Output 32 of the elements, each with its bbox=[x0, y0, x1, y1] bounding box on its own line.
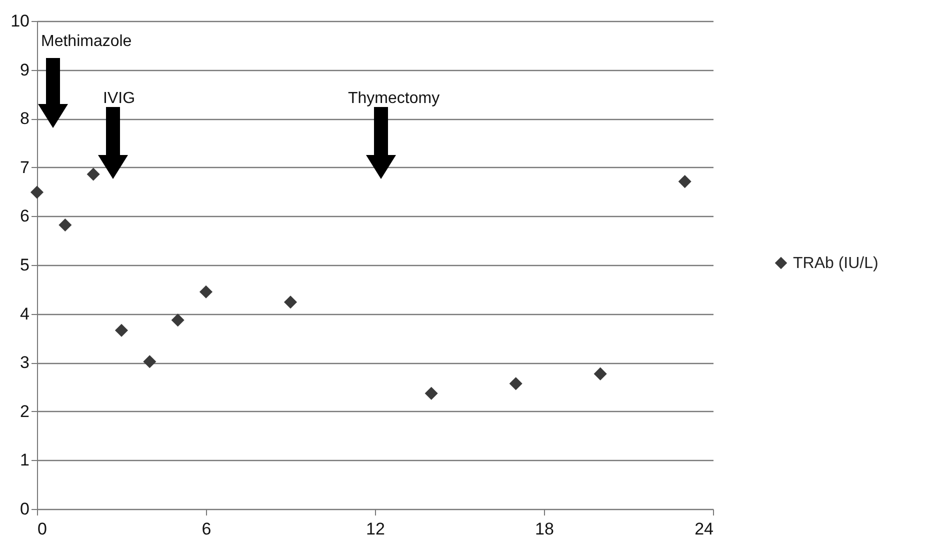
y-tick-label: 6 bbox=[20, 206, 30, 226]
x-tick-label: 12 bbox=[366, 520, 385, 538]
y-tick-label: 0 bbox=[20, 500, 30, 518]
y-tick-label: 3 bbox=[20, 353, 30, 372]
point bbox=[284, 296, 298, 309]
point bbox=[594, 367, 607, 380]
point bbox=[509, 377, 522, 390]
x-tick-label: 24 bbox=[694, 520, 714, 538]
point bbox=[171, 314, 184, 327]
y-tick-label: 5 bbox=[20, 256, 30, 274]
point bbox=[199, 285, 213, 298]
point bbox=[58, 218, 72, 232]
x-tick-label: 18 bbox=[535, 520, 554, 538]
y-tick-label: 8 bbox=[20, 109, 30, 128]
y-tick-label: 1 bbox=[20, 450, 30, 470]
y-tick-label: 7 bbox=[20, 158, 30, 177]
point bbox=[678, 175, 692, 188]
y-tick-label: 4 bbox=[20, 304, 30, 324]
point bbox=[424, 386, 438, 400]
annotation: Methimazole bbox=[41, 33, 132, 50]
annotation: Thymectomy bbox=[348, 90, 440, 107]
x-tick-label: 0 bbox=[38, 520, 47, 538]
point bbox=[143, 355, 156, 368]
x-tick-label: 6 bbox=[202, 520, 212, 538]
y-tick-label: 9 bbox=[20, 60, 30, 80]
point bbox=[30, 186, 44, 199]
y-tick-label: 2 bbox=[20, 402, 30, 421]
annotation: IVIG bbox=[103, 90, 136, 107]
legend-label: TRAb (IU/L) bbox=[793, 255, 878, 272]
point bbox=[114, 324, 128, 337]
y-tick-label: 10 bbox=[10, 12, 30, 30]
point bbox=[86, 168, 100, 181]
